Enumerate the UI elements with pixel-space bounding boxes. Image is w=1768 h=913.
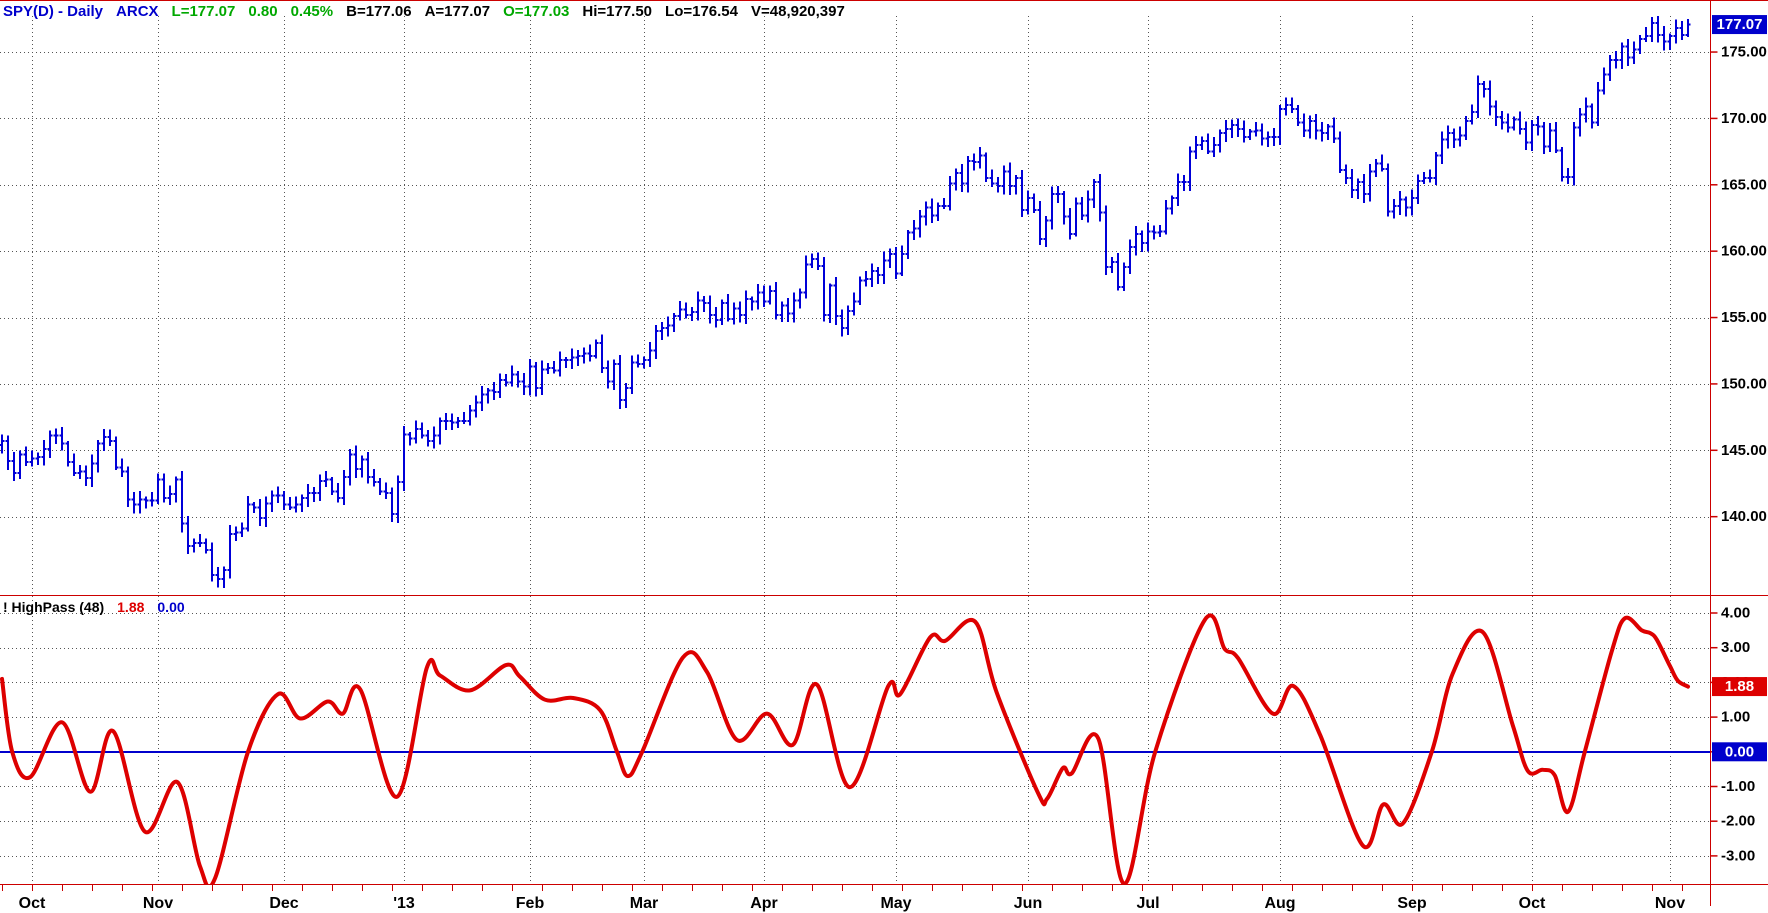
svg-text:177.07: 177.07 [1717, 16, 1763, 33]
price-gridlines [0, 52, 1711, 518]
price-axis-label: 150.00 [1721, 375, 1767, 392]
price-axis-label: 140.00 [1721, 508, 1767, 525]
indicator-zero-badge: 0.00 [1712, 742, 1767, 762]
time-axis-label: Dec [269, 895, 298, 912]
last-price-badge: 177.07 [1712, 15, 1767, 35]
month-gridlines [32, 16, 1671, 884]
price-axis-label: 170.00 [1721, 110, 1767, 127]
last-price: L=177.07 [171, 3, 236, 20]
time-axis-label: Aug [1264, 895, 1295, 912]
time-axis-label: Apr [750, 895, 778, 912]
indicator-gridlines [0, 613, 1711, 857]
time-axis-label: Sep [1397, 895, 1427, 912]
low-price: Lo=176.54 [665, 3, 738, 20]
indicator-header: ! HighPass (48) 1.88 0.00 [3, 599, 185, 616]
time-axis-label: Nov [143, 895, 173, 912]
time-axis-label: Oct [19, 895, 46, 912]
highpass-curve [0, 613, 1690, 885]
price-bars [0, 16, 1691, 589]
indicator-value-badge: 1.88 [1712, 677, 1767, 697]
price-axis-label: 155.00 [1721, 309, 1767, 326]
time-axis-label: Oct [1519, 895, 1546, 912]
ask-price: A=177.07 [424, 3, 491, 20]
indicator-axis-label: 3.00 [1721, 639, 1750, 656]
exchange-label: ARCX [116, 3, 159, 20]
time-axis-label: Jun [1014, 895, 1042, 912]
open-price: O=177.03 [503, 3, 570, 20]
bid-price: B=177.06 [346, 3, 412, 20]
indicator-axis-label: 4.00 [1721, 605, 1750, 622]
indicator-axis-label: -1.00 [1721, 778, 1755, 795]
time-axis[interactable]: Oct Nov Dec '13 Feb Mar Apr May Jun Jul Aug Sep Oct N… [2, 885, 1686, 912]
price-axis-label: 160.00 [1721, 243, 1767, 260]
svg-text:1.88: 1.88 [1725, 678, 1754, 695]
pct-change: 0.45% [290, 3, 334, 20]
symbol-name: SPY(D) - Daily [3, 3, 104, 20]
indicator-value: 1.88 [117, 599, 145, 615]
time-axis-label: May [880, 895, 911, 912]
price-axis-label: 175.00 [1721, 44, 1767, 61]
price-axis[interactable]: 175.00 170.00 165.00 160.00 155.00 150.00 145.… [1710, 44, 1767, 526]
symbol-header: SPY(D) - Daily ARCX L=177.07 0.80 0.45% … [3, 3, 845, 20]
time-axis-label: Mar [630, 895, 658, 912]
price-axis-label: 145.00 [1721, 442, 1767, 459]
indicator-axis-label: 1.00 [1721, 709, 1750, 726]
svg-text:0.00: 0.00 [1725, 743, 1754, 760]
indicator-zero-value: 0.00 [157, 599, 185, 615]
time-axis-label: Jul [1136, 895, 1159, 912]
time-axis-label: Feb [516, 895, 545, 912]
volume: V=48,920,397 [751, 3, 845, 20]
high-price: Hi=177.50 [582, 3, 653, 20]
indicator-axis[interactable]: 4.003.002.001.000.00-1.00-2.00-3.00 [1710, 605, 1756, 865]
net-change: 0.80 [248, 3, 278, 20]
time-axis-label: Nov [1655, 895, 1685, 912]
indicator-axis-label: -2.00 [1721, 813, 1755, 830]
time-axis-label: '13 [393, 895, 415, 912]
price-axis-label: 165.00 [1721, 176, 1767, 193]
indicator-axis-label: -3.00 [1721, 847, 1755, 864]
indicator-name: ! HighPass (48) [3, 599, 105, 615]
